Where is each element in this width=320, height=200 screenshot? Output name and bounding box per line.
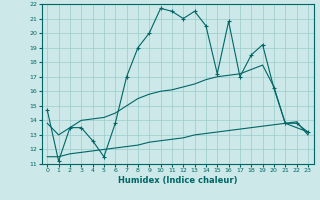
X-axis label: Humidex (Indice chaleur): Humidex (Indice chaleur) xyxy=(118,176,237,185)
